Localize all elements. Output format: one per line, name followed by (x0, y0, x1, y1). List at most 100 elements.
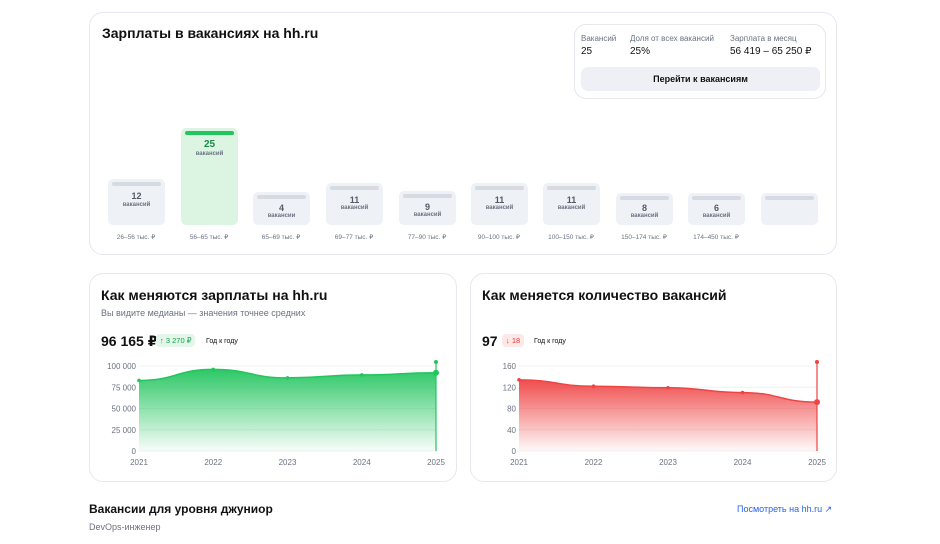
external-link-icon: ↗ (824, 504, 833, 514)
bin-bar (257, 195, 306, 199)
bin-label: вакансий (630, 213, 659, 219)
x-tick-label: 2023 (659, 458, 677, 467)
stat-vacancies-value: 25 (581, 46, 593, 57)
bin-bar (185, 131, 234, 135)
salary-change-badge: ↑ 3 270 ₽ (156, 334, 196, 347)
y-tick-label: 75 000 (112, 383, 137, 392)
salary-bin-selected[interactable]: 25 вакансий (181, 128, 238, 225)
data-point (517, 378, 521, 382)
salary-bin[interactable] (761, 193, 818, 225)
salary-distribution-card: Зарплаты в вакансиях на hh.ru Вакансий 2… (89, 12, 837, 255)
vacancy-count-card: Как меняется количество вакансий 97 ↓ 18… (470, 273, 837, 482)
arrow-down-icon: ↓ (506, 336, 510, 345)
vacancy-count-chart: 160 120 80 40 0 2021 2022 2023 2024 2025 (503, 360, 826, 467)
y-tick-label: 0 (132, 447, 137, 456)
period-label: Год к году (206, 338, 238, 345)
salary-change-value: 3 270 ₽ (165, 336, 192, 345)
salary-bin[interactable]: 11 вакансий (471, 183, 528, 225)
stat-salary-label: Зарплата в месяц (730, 34, 797, 43)
x-tick-label: 2021 (130, 458, 148, 467)
bin-label: вакансий (122, 202, 151, 208)
bin-label: вакансий (195, 151, 224, 157)
bin-bar (475, 186, 524, 190)
series-area (139, 369, 436, 451)
bin-range-label: 65–69 тыс. ₽ (261, 234, 301, 241)
data-point (814, 399, 820, 406)
salary-trend-chart: 100 000 75 000 50 000 25 000 0 2021 2022 2023 20… (107, 360, 445, 467)
vacancy-count-value: 97 (482, 333, 498, 349)
bin-range-label: 69–77 тыс. ₽ (334, 234, 374, 241)
trend-card-title: Как меняются зарплаты на hh.ru (101, 287, 328, 303)
count-card-title: Как меняется количество вакансий (482, 287, 727, 303)
trend-card-subtitle: Вы видите медианы — значения точнее сред… (101, 308, 306, 318)
series-area (519, 379, 817, 451)
count-change-badge: ↓ 18 (502, 334, 525, 347)
bin-range-label: 77–90 тыс. ₽ (407, 234, 447, 241)
bin-range-label: 90–100 тыс. ₽ (477, 234, 521, 241)
y-tick-label: 50 000 (112, 405, 137, 414)
bin-count: 4 (278, 203, 284, 213)
view-on-hh-link[interactable]: Посмотреть на hh.ru ↗ (737, 504, 832, 515)
arrow-up-icon: ↑ (160, 336, 164, 345)
y-tick-label: 40 (507, 426, 516, 435)
view-link-label: Посмотреть на hh.ru (737, 504, 823, 514)
bin-range-label: 56–65 тыс. ₽ (189, 234, 229, 241)
bin-range-label: 174–450 тыс. ₽ (693, 234, 739, 241)
data-point (359, 373, 364, 377)
x-tick-label: 2021 (510, 458, 528, 467)
bin-range-label: 100–150 тыс. ₽ (548, 234, 594, 241)
data-point (211, 367, 216, 372)
salary-bin[interactable]: 8 вакансий (616, 193, 673, 225)
bin-bar (547, 186, 596, 190)
data-point (285, 376, 290, 380)
y-tick-label: 0 (512, 447, 517, 456)
salary-bin[interactable]: 11 вакансий (543, 183, 600, 225)
salary-bin[interactable]: 9 вакансий (399, 191, 456, 225)
bin-bar (112, 182, 161, 186)
bin-count: 6 (713, 203, 719, 213)
bin-label: вакансий (413, 212, 442, 218)
data-point (591, 384, 596, 388)
junior-role-label: DevOps-инженер (89, 522, 161, 532)
bin-count: 25 (203, 139, 216, 150)
bin-label: вакансий (340, 205, 369, 211)
bin-label: вакансии (267, 213, 296, 219)
bin-label: вакансий (557, 205, 586, 211)
bin-range-label: 150–174 тыс. ₽ (621, 234, 667, 241)
data-point (137, 378, 141, 383)
salary-bin[interactable]: 4 вакансии (253, 192, 310, 225)
junior-section-title: Вакансии для уровня джуниор (89, 502, 273, 516)
x-tick-label: 2022 (585, 458, 603, 467)
x-tick-label: 2022 (204, 458, 222, 467)
go-to-vacancies-button[interactable]: Перейти к вакансиям (581, 67, 820, 91)
bin-label: вакансий (485, 205, 514, 211)
y-tick-label: 100 000 (107, 362, 136, 371)
bin-count: 11 (349, 195, 360, 205)
bin-bar (403, 194, 452, 198)
stat-vacancies-label: Вакансий (581, 34, 617, 43)
count-change-value: 18 (511, 336, 521, 345)
data-point (666, 385, 670, 390)
salary-trend-card: Как меняются зарплаты на hh.ru Вы видите… (89, 273, 457, 482)
bin-count: 9 (424, 202, 430, 212)
vacancy-stats-box: Вакансий 25 Доля от всех вакансий 25% За… (574, 24, 826, 99)
stat-share-label: Доля от всех вакансий (630, 34, 714, 43)
data-point (433, 369, 439, 376)
bin-bar (620, 196, 669, 200)
current-year-marker-cap (815, 360, 819, 364)
salary-card-title: Зарплаты в вакансиях на hh.ru (102, 25, 319, 41)
salary-bin[interactable]: 6 вакансий (688, 193, 745, 225)
bin-count: 12 (131, 191, 142, 201)
bin-range-label: 26–56 тыс. ₽ (116, 234, 156, 241)
bin-count: 11 (494, 195, 505, 205)
salary-bin[interactable]: 11 вакансий (326, 183, 383, 225)
x-tick-label: 2023 (279, 458, 297, 467)
bin-count: 8 (641, 203, 647, 213)
x-tick-label: 2025 (427, 458, 445, 467)
data-point (740, 390, 745, 395)
y-tick-label: 25 000 (112, 426, 137, 435)
current-year-marker-cap (434, 360, 438, 364)
y-tick-label: 160 (503, 362, 517, 371)
bin-bar (692, 196, 741, 200)
salary-bin[interactable]: 12 вакансий (108, 179, 165, 225)
